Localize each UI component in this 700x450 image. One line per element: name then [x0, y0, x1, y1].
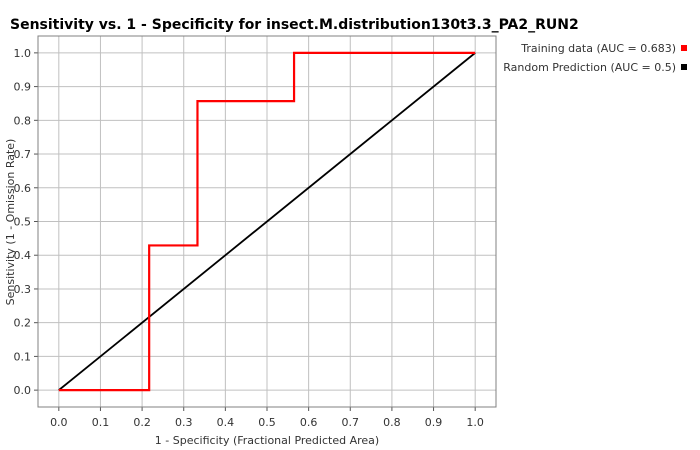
x-tick-label: 0.9 [425, 416, 443, 429]
plot-border [37, 35, 497, 408]
plot-area: 0.0 0.1 0.2 0.3 0.4 0.5 0.6 0.7 0.8 0.9 1.0 0.0 0.1 0… [14, 35, 497, 429]
y-tick-label: 0.3 [14, 283, 32, 296]
x-tick-label: 0.1 [92, 416, 110, 429]
x-tick-label: 0.6 [300, 416, 318, 429]
y-tick-label: 0.5 [14, 216, 32, 229]
legend-swatch-random [681, 64, 687, 70]
y-tick-label: 0.6 [14, 182, 32, 195]
x-tick-label: 0.7 [342, 416, 360, 429]
x-tick-label: 0.8 [383, 416, 401, 429]
x-tick-label: 0.3 [175, 416, 193, 429]
legend-swatch-training [681, 45, 687, 51]
y-tick-label: 0.0 [14, 384, 32, 397]
y-tick-label: 0.4 [14, 249, 32, 262]
chart-title: Sensitivity vs. 1 - Specificity for inse… [10, 17, 579, 33]
y-tick-label: 0.2 [14, 317, 32, 330]
y-axis-label: Sensitivity (1 - Omission Rate) [4, 139, 17, 306]
x-axis-label: 1 - Specificity (Fractional Predicted Ar… [155, 434, 379, 447]
x-tick-label: 0.4 [217, 416, 235, 429]
legend-label-random: Random Prediction (AUC = 0.5) [503, 61, 676, 74]
x-tick-label: 1.0 [466, 416, 484, 429]
y-tick-label: 1.0 [14, 47, 32, 60]
y-tick-label: 0.7 [14, 148, 32, 161]
legend: Training data (AUC = 0.683) Random Predic… [503, 42, 687, 74]
y-tick-label: 0.1 [14, 350, 32, 363]
x-tick-label: 0.5 [258, 416, 276, 429]
training-data-line [58, 51, 476, 392]
x-tick-label: 0.0 [50, 416, 68, 429]
random-prediction-line [58, 52, 476, 391]
legend-label-training: Training data (AUC = 0.683) [520, 42, 676, 55]
x-tick-label: 0.2 [133, 416, 151, 429]
y-tick-label: 0.8 [14, 114, 32, 127]
y-tick-label: 0.9 [14, 81, 32, 94]
